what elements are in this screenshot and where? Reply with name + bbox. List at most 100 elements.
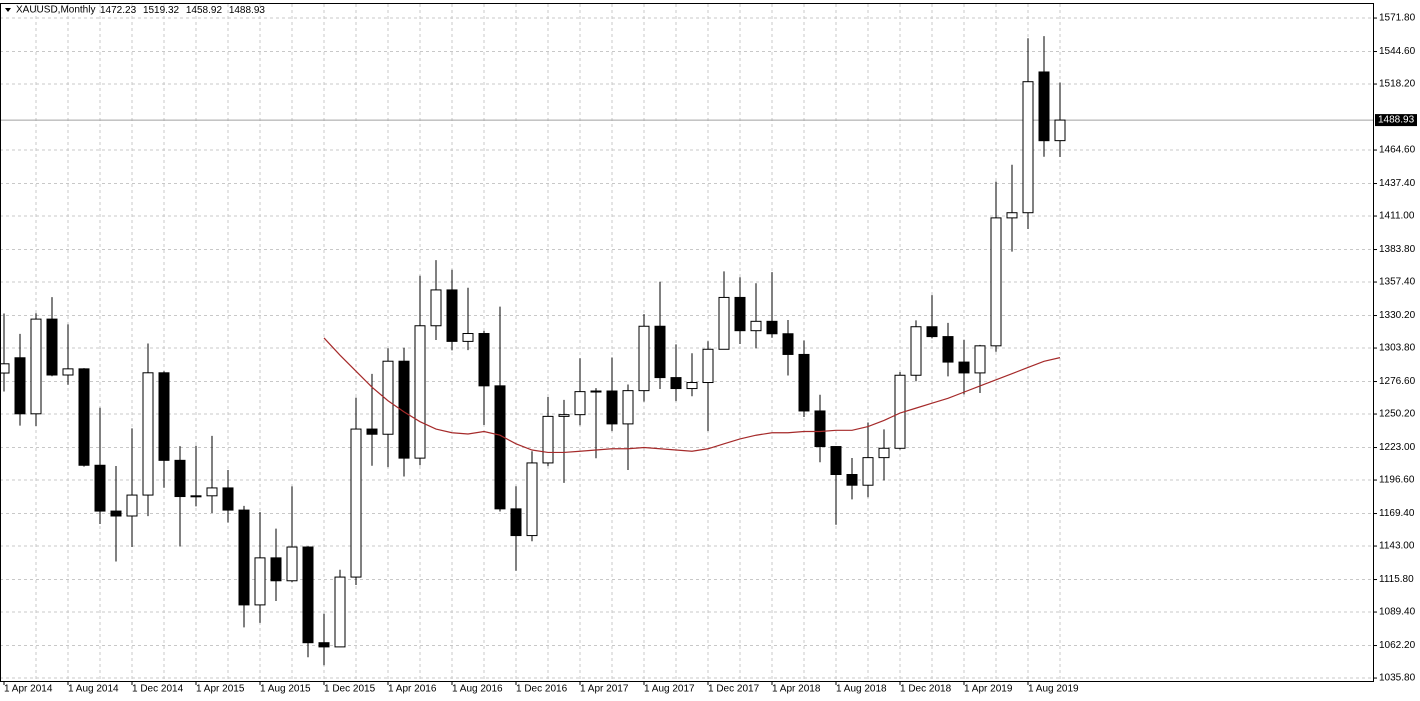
- x-tick-label: 1 Dec 2014: [132, 684, 184, 695]
- y-tick-label: 1115.80: [1379, 574, 1414, 585]
- candle-body: [846, 474, 858, 486]
- header-low: 1458.92: [186, 5, 223, 16]
- y-tick-label: 1196.60: [1379, 475, 1415, 486]
- candle-body: [798, 353, 810, 412]
- y-tick-label: 1357.40: [1379, 277, 1416, 288]
- y-tick-label: 1330.20: [1379, 310, 1416, 321]
- y-tick-label: 1464.60: [1379, 145, 1416, 156]
- candle-body: [1054, 119, 1066, 142]
- candle-body: [974, 345, 986, 374]
- candle-body: [958, 361, 970, 374]
- header-open: 1472.23: [100, 5, 137, 16]
- y-tick-label: 1035.80: [1379, 673, 1416, 684]
- y-tick-label: 1383.80: [1379, 244, 1416, 255]
- candle-body: [14, 357, 26, 415]
- candle-body: [590, 390, 602, 393]
- candle-body: [462, 333, 474, 342]
- candle-body: [398, 360, 410, 459]
- y-tick-label: 1437.40: [1379, 178, 1416, 189]
- y-tick-label: 1518.20: [1379, 79, 1416, 90]
- candle-body: [142, 372, 154, 496]
- x-tick-label: 1 Aug 2018: [836, 684, 887, 695]
- chart-title: XAUUSD,Monthly: [16, 5, 95, 16]
- candle-body: [1022, 81, 1034, 214]
- candle-body: [78, 368, 90, 466]
- x-tick-label: 1 Aug 2016: [452, 684, 503, 695]
- y-tick-label: 1250.20: [1379, 409, 1416, 420]
- y-tick-label: 1143.00: [1379, 541, 1415, 552]
- candle-body: [558, 414, 570, 417]
- x-tick-label: 1 Dec 2015: [324, 684, 376, 695]
- candle-body: [990, 217, 1002, 347]
- candle-body: [254, 557, 266, 606]
- x-tick-label: 1 Apr 2016: [388, 684, 437, 695]
- candle-body: [574, 391, 586, 416]
- candle-body: [302, 546, 314, 644]
- candle-body: [542, 415, 554, 464]
- candle-body: [830, 446, 842, 476]
- candle-body: [638, 325, 650, 392]
- candle-body: [94, 464, 106, 512]
- candle-body: [702, 348, 714, 384]
- candle-body: [174, 459, 186, 498]
- candle-body: [46, 318, 58, 376]
- candle-body: [686, 382, 698, 390]
- candle-body: [718, 296, 730, 350]
- y-tick-label: 1571.80: [1379, 13, 1416, 24]
- x-tick-label: 1 Aug 2017: [644, 684, 695, 695]
- header-high: 1519.32: [143, 5, 180, 16]
- x-tick-label: 1 Aug 2019: [1028, 684, 1079, 695]
- y-tick-label: 1544.60: [1379, 46, 1416, 57]
- candle-body: [622, 390, 634, 425]
- candle-body: [382, 360, 394, 435]
- candle-body: [942, 336, 954, 363]
- candle-body: [62, 368, 74, 376]
- x-tick-label: 1 Apr 2019: [964, 684, 1013, 695]
- y-tick-label: 1169.40: [1379, 508, 1415, 519]
- candle-body: [366, 428, 378, 435]
- candle-body: [286, 546, 298, 582]
- candle-body: [526, 462, 538, 537]
- candle-body: [110, 510, 122, 517]
- candle-body: [190, 495, 202, 498]
- y-tick-label: 1276.60: [1379, 376, 1416, 387]
- candle-body: [350, 428, 362, 578]
- candle-body: [878, 447, 890, 459]
- y-tick-label: 1303.80: [1379, 343, 1416, 354]
- y-tick-label: 1089.40: [1379, 607, 1416, 618]
- x-tick-label: 1 Aug 2015: [260, 684, 311, 695]
- candle-body: [414, 325, 426, 459]
- candle-body: [30, 318, 42, 415]
- candle-body: [862, 457, 874, 486]
- candle-body: [910, 326, 922, 376]
- x-tick-label: 1 Dec 2017: [708, 684, 760, 695]
- candle-body: [222, 487, 234, 511]
- last-price-label: 1488.93: [1378, 115, 1415, 126]
- moving-average: [323, 337, 1061, 454]
- candle-body: [478, 333, 490, 387]
- candle-body: [510, 508, 522, 537]
- x-tick-label: 1 Apr 2017: [580, 684, 629, 695]
- candle-body: [238, 509, 250, 606]
- candle-body: [606, 390, 618, 425]
- marks: [0, 36, 1066, 666]
- y-tick-label: 1411.00: [1379, 211, 1415, 222]
- plot-frame: [0, 3, 1374, 682]
- candle-body: [318, 642, 330, 648]
- candle-body: [334, 576, 346, 648]
- y-tick-label: 1223.00: [1379, 442, 1416, 453]
- x-tick-label: 1 Dec 2018: [900, 684, 952, 695]
- ohlc-header: 1472.23 1519.32 1458.92 1488.93: [100, 5, 265, 16]
- header-close: 1488.93: [229, 5, 266, 16]
- candle-body: [158, 372, 170, 461]
- x-tick-label: 1 Apr 2015: [196, 684, 245, 695]
- candle-body: [814, 410, 826, 448]
- candle-body: [206, 487, 218, 497]
- candle-body: [1038, 71, 1050, 142]
- candle-body: [430, 289, 442, 327]
- x-tick-label: 1 Apr 2018: [772, 684, 821, 695]
- candle-body: [734, 296, 746, 332]
- last-price-box: [1375, 114, 1417, 127]
